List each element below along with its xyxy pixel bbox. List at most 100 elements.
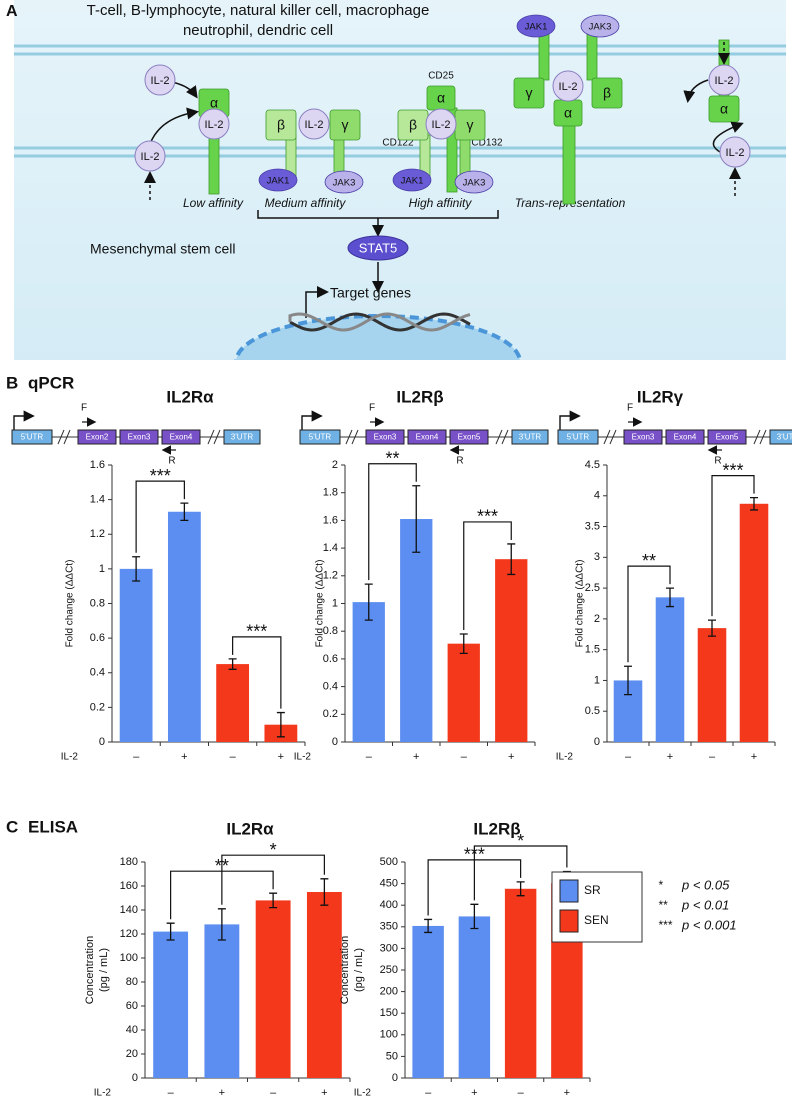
- kinase-label: JAK3: [589, 22, 612, 33]
- il2-label: IL-2: [141, 151, 160, 163]
- significance-label: **: [642, 551, 656, 571]
- y-tick-label: 0.8: [323, 625, 338, 637]
- significance-bracket: [232, 636, 282, 709]
- y-tick-label: 500: [380, 856, 398, 868]
- error-bar: [750, 496, 758, 511]
- error-bar: [624, 665, 632, 696]
- gene-box: [77, 429, 117, 445]
- gene-box: [769, 429, 792, 445]
- significance-bracket: [221, 854, 325, 905]
- x-tick-label: +: [181, 751, 187, 763]
- significance-bracket: [463, 521, 512, 630]
- bar: [153, 931, 189, 1078]
- gene-box: [511, 429, 549, 445]
- legend-label: SEN: [584, 913, 609, 927]
- kinase: [580, 14, 620, 38]
- panel-label: B: [6, 373, 18, 392]
- panel-label: C: [6, 817, 18, 836]
- il2-label: IL-2: [432, 119, 451, 131]
- subunit-label: α: [437, 90, 445, 106]
- primer-label: F: [369, 403, 375, 414]
- gene-box-label: Exon3: [374, 433, 397, 442]
- subunit-label: β: [409, 117, 417, 133]
- y-tick-label: 2: [332, 459, 338, 471]
- y-axis-label: Fold change (ΔΔCt): [65, 560, 76, 648]
- y-tick-label: 140: [120, 904, 138, 916]
- y-tick-label: 180: [120, 856, 138, 868]
- y-tick-label: 0: [594, 736, 600, 748]
- x-tick-label: –: [133, 751, 140, 763]
- x-tick-label: +: [508, 751, 514, 763]
- y-tick-label: 50: [386, 1050, 398, 1062]
- error-bar: [320, 878, 329, 906]
- kinase-label: JAK1: [267, 176, 290, 187]
- cell-label: Mesenchymal stem cell: [90, 241, 236, 257]
- significance-stars: ***: [658, 918, 672, 932]
- significance-text: p < 0.001: [681, 917, 737, 932]
- receptor-subunit: [708, 95, 740, 123]
- gene-box: [707, 429, 747, 445]
- x-tick-label: –: [366, 751, 373, 763]
- bar: [655, 597, 685, 742]
- x-axis-label: IL-2: [94, 1088, 112, 1099]
- y-tick-label: 100: [120, 952, 138, 964]
- gene-box-label: 5'UTR: [309, 433, 332, 442]
- x-tick-label: –: [518, 1087, 525, 1099]
- kinase: [324, 170, 364, 194]
- bar: [255, 900, 291, 1078]
- y-tick-label: 1.5: [585, 644, 600, 656]
- bar: [204, 924, 240, 1078]
- y-axis-label: (pg / mL): [353, 948, 365, 992]
- il2-label: IL-2: [151, 75, 170, 87]
- y-tick-label: 0: [332, 736, 338, 748]
- receptor-stem: [562, 121, 576, 205]
- y-tick-label: 1.4: [90, 494, 105, 506]
- gene-box-label: Exon3: [128, 433, 151, 442]
- break-mark: [207, 429, 221, 445]
- stat5-label: STAT5: [359, 240, 398, 255]
- kinase-label: JAK3: [333, 178, 356, 189]
- bar: [167, 511, 201, 742]
- significance-stars: *: [658, 878, 663, 892]
- gene-box-label: 3'UTR: [519, 433, 542, 442]
- il2: [144, 64, 176, 96]
- gene-box-label: Exon5: [716, 433, 739, 442]
- dna-strand: [289, 312, 471, 332]
- y-tick-label: 0.6: [90, 632, 105, 644]
- significance-label: ***: [477, 507, 498, 527]
- receptor-subunit: [265, 109, 297, 141]
- gene-box-label: Exon4: [170, 433, 193, 442]
- il2: [198, 108, 230, 140]
- gene-box-label: 5'UTR: [567, 433, 590, 442]
- y-tick-label: 200: [380, 986, 398, 998]
- y-tick-label: 3: [594, 551, 600, 563]
- gene-box: [665, 429, 705, 445]
- dna-strand: [288, 312, 471, 332]
- x-tick-label: –: [625, 751, 632, 763]
- il2-label: IL-2: [305, 119, 324, 131]
- kinase: [454, 170, 494, 194]
- il2: [708, 64, 740, 96]
- significance-label: ***: [722, 460, 743, 480]
- kinase: [392, 168, 432, 192]
- subunit-label: α: [720, 101, 728, 117]
- promoter-arrow: [301, 410, 323, 430]
- significance-label: **: [385, 449, 399, 469]
- y-tick-label: 3.5: [585, 520, 600, 532]
- primer-label: F: [81, 403, 87, 414]
- x-tick-label: +: [413, 751, 419, 763]
- arrow: [683, 79, 709, 103]
- y-tick-label: 0.5: [585, 705, 600, 717]
- il2-label: IL-2: [205, 119, 224, 131]
- y-tick-label: 1.2: [90, 528, 105, 540]
- bar: [216, 664, 250, 742]
- x-axis-label: IL-2: [294, 752, 312, 763]
- affinity-label: Medium affinity: [265, 196, 347, 210]
- kinase-label: JAK1: [525, 22, 548, 33]
- y-axis-label: Concentration: [84, 936, 96, 1005]
- y-tick-label: 80: [126, 976, 138, 988]
- y-tick-label: 120: [120, 928, 138, 940]
- subunit-label: γ: [467, 117, 474, 133]
- bar: [447, 643, 480, 742]
